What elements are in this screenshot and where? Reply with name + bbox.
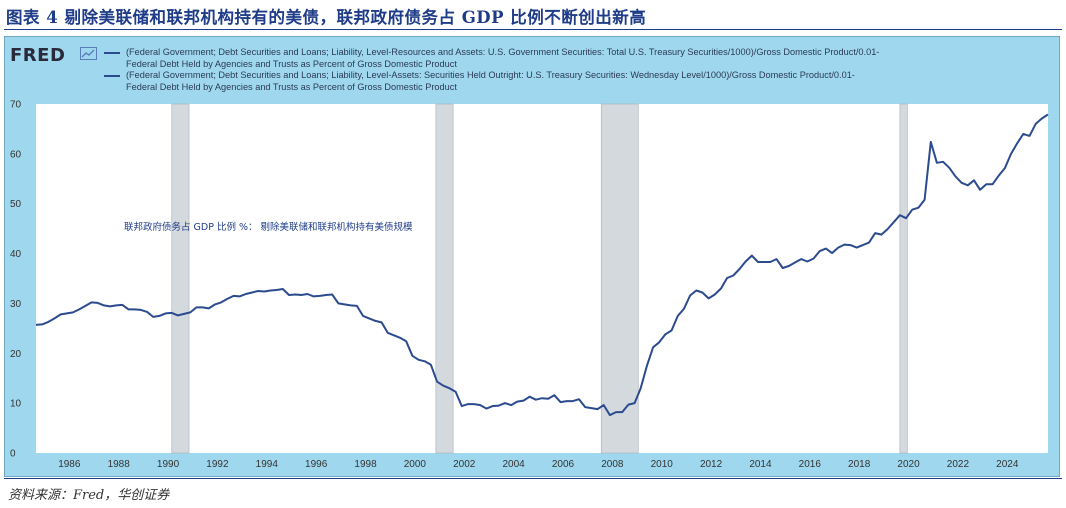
title-rule bbox=[4, 29, 1062, 30]
recession-bands bbox=[171, 103, 908, 454]
y-tick-label: 50 bbox=[10, 199, 22, 210]
recession-band bbox=[899, 103, 908, 454]
x-tick-label: 1992 bbox=[206, 459, 229, 470]
line-chart-icon bbox=[80, 47, 97, 60]
legend-text-line: (Federal Government; Debt Securities and… bbox=[126, 47, 880, 57]
x-tick-label: 2008 bbox=[601, 459, 624, 470]
y-tick-label: 10 bbox=[10, 399, 22, 410]
series-layer bbox=[35, 113, 1049, 417]
y-tick-label: 30 bbox=[10, 299, 22, 310]
x-tick-label: 2012 bbox=[700, 459, 723, 470]
x-tick-label: 2002 bbox=[453, 459, 476, 470]
y-tick-label: 70 bbox=[10, 100, 22, 111]
source-rule bbox=[4, 478, 1062, 479]
x-tick-label: 2022 bbox=[947, 459, 970, 470]
y-tick-label: 20 bbox=[10, 349, 22, 360]
legend-text-line: (Federal Government; Debt Securities and… bbox=[126, 70, 855, 81]
x-tick-label: 1998 bbox=[354, 459, 377, 470]
x-tick-label: 2020 bbox=[897, 459, 920, 470]
legend-text-line: Federal Debt Held by Agencies and Trusts… bbox=[126, 81, 457, 92]
y-tick-label: 40 bbox=[10, 249, 22, 260]
x-axis: 1986 1988 1990 1992 1994 1996 1998 2000 2002 2004… bbox=[58, 459, 1019, 470]
legend-item: (Federal Government; Debt Securities and… bbox=[104, 47, 1054, 70]
x-tick-label: 1990 bbox=[157, 459, 180, 470]
fred-logo: FRED bbox=[10, 45, 66, 66]
x-tick-label: 1986 bbox=[58, 459, 81, 470]
x-tick-label: 2006 bbox=[552, 459, 575, 470]
legend-swatch bbox=[104, 75, 120, 78]
recession-band bbox=[600, 103, 639, 454]
chart-legend: (Federal Government; Debt Securities and… bbox=[104, 47, 1054, 93]
legend-swatch bbox=[104, 52, 120, 54]
x-tick-label: 2014 bbox=[749, 459, 772, 470]
legend-text-line: Federal Debt Held by Agencies and Trusts… bbox=[126, 58, 457, 69]
x-tick-label: 1996 bbox=[305, 459, 328, 470]
chart-annotation: 联邦政府债务占 GDP 比例 %： 剔除美联储和联邦机构持有美债规模 bbox=[124, 221, 413, 233]
source-note: 资料来源：Fred，华创证券 bbox=[8, 488, 170, 503]
x-tick-label: 2004 bbox=[502, 459, 525, 470]
recession-band bbox=[171, 103, 190, 454]
y-tick-label: 0 bbox=[10, 449, 16, 460]
y-axis: 0 10 20 30 40 50 60 70 bbox=[10, 100, 22, 460]
x-tick-label: 1994 bbox=[256, 459, 279, 470]
plot-area bbox=[36, 104, 1048, 453]
legend-item: (Federal Government; Debt Securities and… bbox=[104, 70, 1054, 93]
x-tick-label: 2024 bbox=[996, 459, 1019, 470]
y-tick-label: 60 bbox=[10, 149, 22, 160]
series-line bbox=[35, 113, 1049, 417]
x-tick-label: 2016 bbox=[799, 459, 822, 470]
figure-title: 图表 4 剔除美联储和联邦机构持有的美债，联邦政府债务占 GDP 比例不断创出新… bbox=[6, 8, 647, 27]
x-tick-label: 2018 bbox=[848, 459, 871, 470]
x-tick-label: 1988 bbox=[108, 459, 131, 470]
recession-band bbox=[435, 103, 454, 454]
x-tick-label: 2010 bbox=[651, 459, 674, 470]
x-tick-label: 2000 bbox=[404, 459, 427, 470]
